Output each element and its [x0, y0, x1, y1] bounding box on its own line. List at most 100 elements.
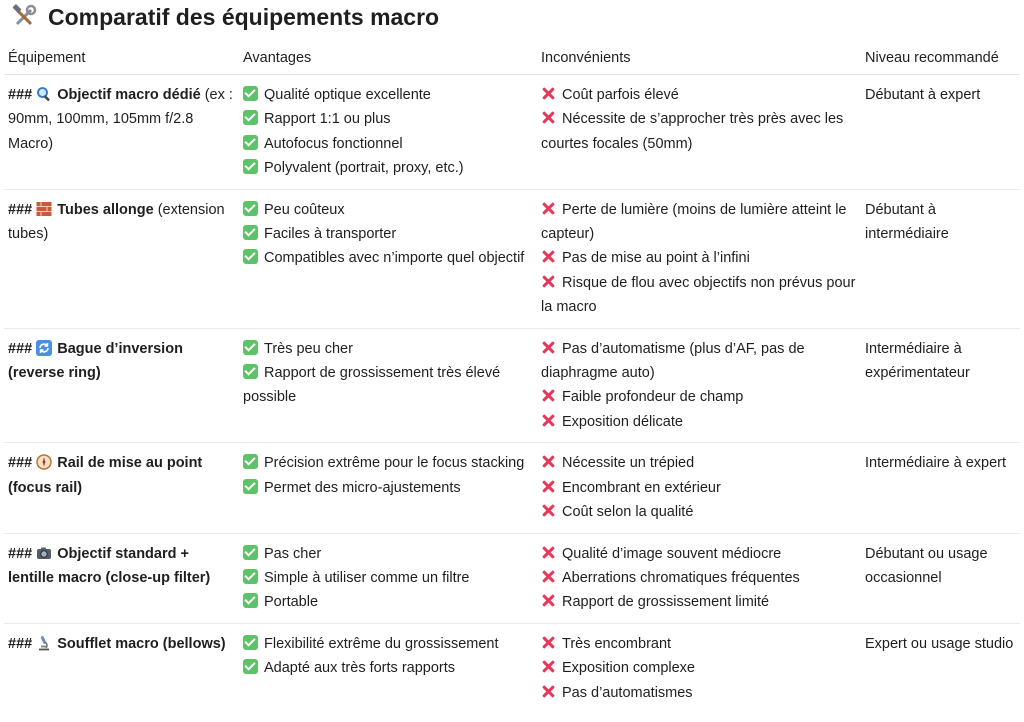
advantage-item: Flexibilité extrême du grossissement	[243, 632, 533, 656]
disadvantage-text: Perte de lumière (moins de lumière attei…	[541, 201, 847, 243]
check-icon	[243, 364, 258, 380]
disadvantage-item: Pas de mise au point à l’infini	[541, 246, 857, 270]
advantage-item: Faciles à transporter	[243, 222, 533, 246]
disadvantage-text: Faible profondeur de champ	[562, 389, 744, 406]
disadvantage-item: Risque de flou avec objectifs non prévus…	[541, 271, 857, 320]
advantage-text: Rapport 1:1 ou plus	[264, 111, 391, 128]
header-disadvantages: Inconvénients	[537, 34, 861, 75]
header-equipment: Équipement	[4, 34, 239, 75]
advantage-text: Autofocus fonctionnel	[264, 135, 403, 152]
equipment-name: Tubes allonge	[57, 201, 154, 218]
equipment-heading: ### Tubes allonge	[8, 201, 154, 218]
cross-icon	[541, 659, 556, 674]
page-title-bar: Comparatif des équipements macro	[0, 0, 1024, 34]
cross-icon	[541, 479, 556, 494]
heading-prefix: ###	[8, 87, 33, 103]
equipment-heading: ### Objectif macro dédié	[8, 87, 201, 103]
camera-icon	[36, 545, 52, 561]
cross-icon	[541, 569, 556, 584]
advantage-text: Compatibles avec n’importe quel objectif	[264, 250, 525, 267]
disadvantage-item: Pas d’automatisme (plus d’AF, pas de dia…	[541, 337, 857, 386]
disadvantage-item: Très encombrant	[541, 632, 857, 656]
level-cell: Débutant ou usage occasionnel	[861, 533, 1020, 624]
disadvantage-item: Qualité d’image souvent médiocre	[541, 542, 857, 566]
disadvantage-item: Coût parfois élevé	[541, 83, 857, 107]
check-icon	[243, 159, 258, 175]
arrows-cycle-icon	[36, 339, 53, 356]
check-icon	[243, 568, 258, 584]
disadvantage-item: Nécessite de s’approcher très près avec …	[541, 107, 857, 156]
equipment-subtitle: (reverse ring)	[8, 365, 101, 382]
header-level: Niveau recommandé	[861, 34, 1020, 75]
advantages-cell: Précision extrême pour le focus stacking…	[239, 442, 537, 534]
disadvantage-text: Coût parfois élevé	[562, 87, 679, 103]
disadvantage-text: Nécessite de s’approcher très près avec …	[541, 111, 844, 152]
equipment-name: Objectif standard + lentille macro (clos…	[8, 545, 211, 586]
comparison-table: Équipement Avantages Inconvénients Nivea…	[4, 34, 1020, 713]
cross-icon	[541, 340, 556, 355]
advantages-cell: Qualité optique excellente Rapport 1:1 ou…	[239, 74, 537, 190]
check-icon	[243, 249, 258, 265]
disadvantage-item: Nécessite un trépied	[541, 451, 857, 475]
advantage-item: Polyvalent (portrait, proxy, etc.)	[243, 156, 533, 180]
advantage-item: Simple à utiliser comme un filtre	[243, 566, 533, 590]
advantage-text: Peu coûteux	[264, 201, 345, 218]
cross-icon	[541, 413, 556, 428]
advantage-text: Précision extrême pour le focus stacking	[264, 455, 525, 472]
disadvantage-text: Encombrant en extérieur	[562, 479, 721, 496]
table-row: ### Soufflet macro (bellows) Flexibilité …	[4, 623, 1020, 713]
advantages-cell: Très peu cher Rapport de grossissement tr…	[239, 328, 537, 444]
equipment-name: Rail de mise au point	[57, 455, 203, 472]
disadvantage-text: Aberrations chromatiques fréquentes	[562, 569, 800, 586]
advantage-item: Peu coûteux	[243, 198, 533, 222]
advantage-item: Portable	[243, 590, 533, 614]
disadvantage-item: Perte de lumière (moins de lumière attei…	[541, 198, 857, 247]
disadvantages-cell: Qualité d’image souvent médiocre Aberrati…	[537, 533, 861, 624]
heading-prefix: ###	[8, 545, 33, 562]
advantage-text: Faciles à transporter	[264, 226, 397, 243]
disadvantage-text: Nécessite un trépied	[562, 455, 695, 472]
level-cell: Expert ou usage studio	[865, 635, 1014, 652]
cross-icon	[541, 454, 556, 469]
disadvantages-cell: Très encombrant Exposition complexe Pas d’…	[537, 623, 861, 713]
tools-icon	[10, 3, 38, 31]
disadvantage-item: Coût selon la qualité	[541, 500, 857, 524]
disadvantage-text: Exposition délicate	[562, 413, 683, 430]
equipment-cell: ### Rail de mise au point (focus rail)	[4, 442, 239, 534]
advantage-item: Autofocus fonctionnel	[243, 132, 533, 156]
advantage-item: Qualité optique excellente	[243, 83, 533, 107]
cross-icon	[541, 545, 556, 560]
level-cell: Débutant à expert	[861, 74, 1020, 190]
check-icon	[243, 86, 258, 101]
cross-icon	[541, 635, 556, 650]
disadvantage-item: Exposition délicate	[541, 410, 857, 434]
table-row: ### Objectif standard + lentille macro (…	[4, 533, 1020, 624]
equipment-name: Objectif macro dédié	[57, 87, 201, 103]
advantage-item: Permet des micro-ajustements	[243, 476, 533, 500]
microscope-icon	[36, 635, 52, 651]
equipment-cell: ### Tubes allonge (extension tubes)	[4, 189, 239, 329]
advantage-text: Rapport de grossissement très élevé poss…	[243, 365, 501, 406]
cross-icon	[541, 86, 556, 101]
advantage-text: Pas cher	[264, 545, 322, 562]
equipment-cell: ### Objectif macro dédié (ex : 90mm, 100…	[4, 74, 239, 190]
check-icon	[243, 634, 258, 650]
magnifier-icon	[36, 86, 52, 102]
advantage-item: Très peu cher	[243, 337, 533, 361]
equipment-cell: ### Objectif standard + lentille macro (…	[4, 533, 239, 624]
level-cell: Débutant à intermédiaire	[861, 189, 1020, 329]
level-cell: Intermédiaire à expert	[861, 442, 1020, 534]
advantage-text: Simple à utiliser comme un filtre	[264, 569, 470, 586]
equipment-heading: ### Objectif standard + lentille macro (…	[8, 546, 210, 586]
disadvantages-cell: Nécessite un trépied Encombrant en extéri…	[537, 442, 861, 534]
equipment-cell: ### Bague d’inversion (reverse ring)	[4, 328, 239, 444]
advantage-text: Adapté aux très forts rapports	[264, 660, 456, 677]
cross-icon	[541, 249, 556, 264]
disadvantage-text: Qualité d’image souvent médiocre	[562, 545, 782, 562]
advantage-text: Qualité optique excellente	[264, 87, 431, 103]
cross-icon	[541, 110, 556, 125]
disadvantage-item: Faible profondeur de champ	[541, 385, 857, 409]
disadvantage-item: Aberrations chromatiques fréquentes	[541, 566, 857, 590]
disadvantage-text: Pas d’automatisme (plus d’AF, pas de dia…	[541, 340, 805, 382]
page-title: Comparatif des équipements macro	[48, 4, 440, 30]
